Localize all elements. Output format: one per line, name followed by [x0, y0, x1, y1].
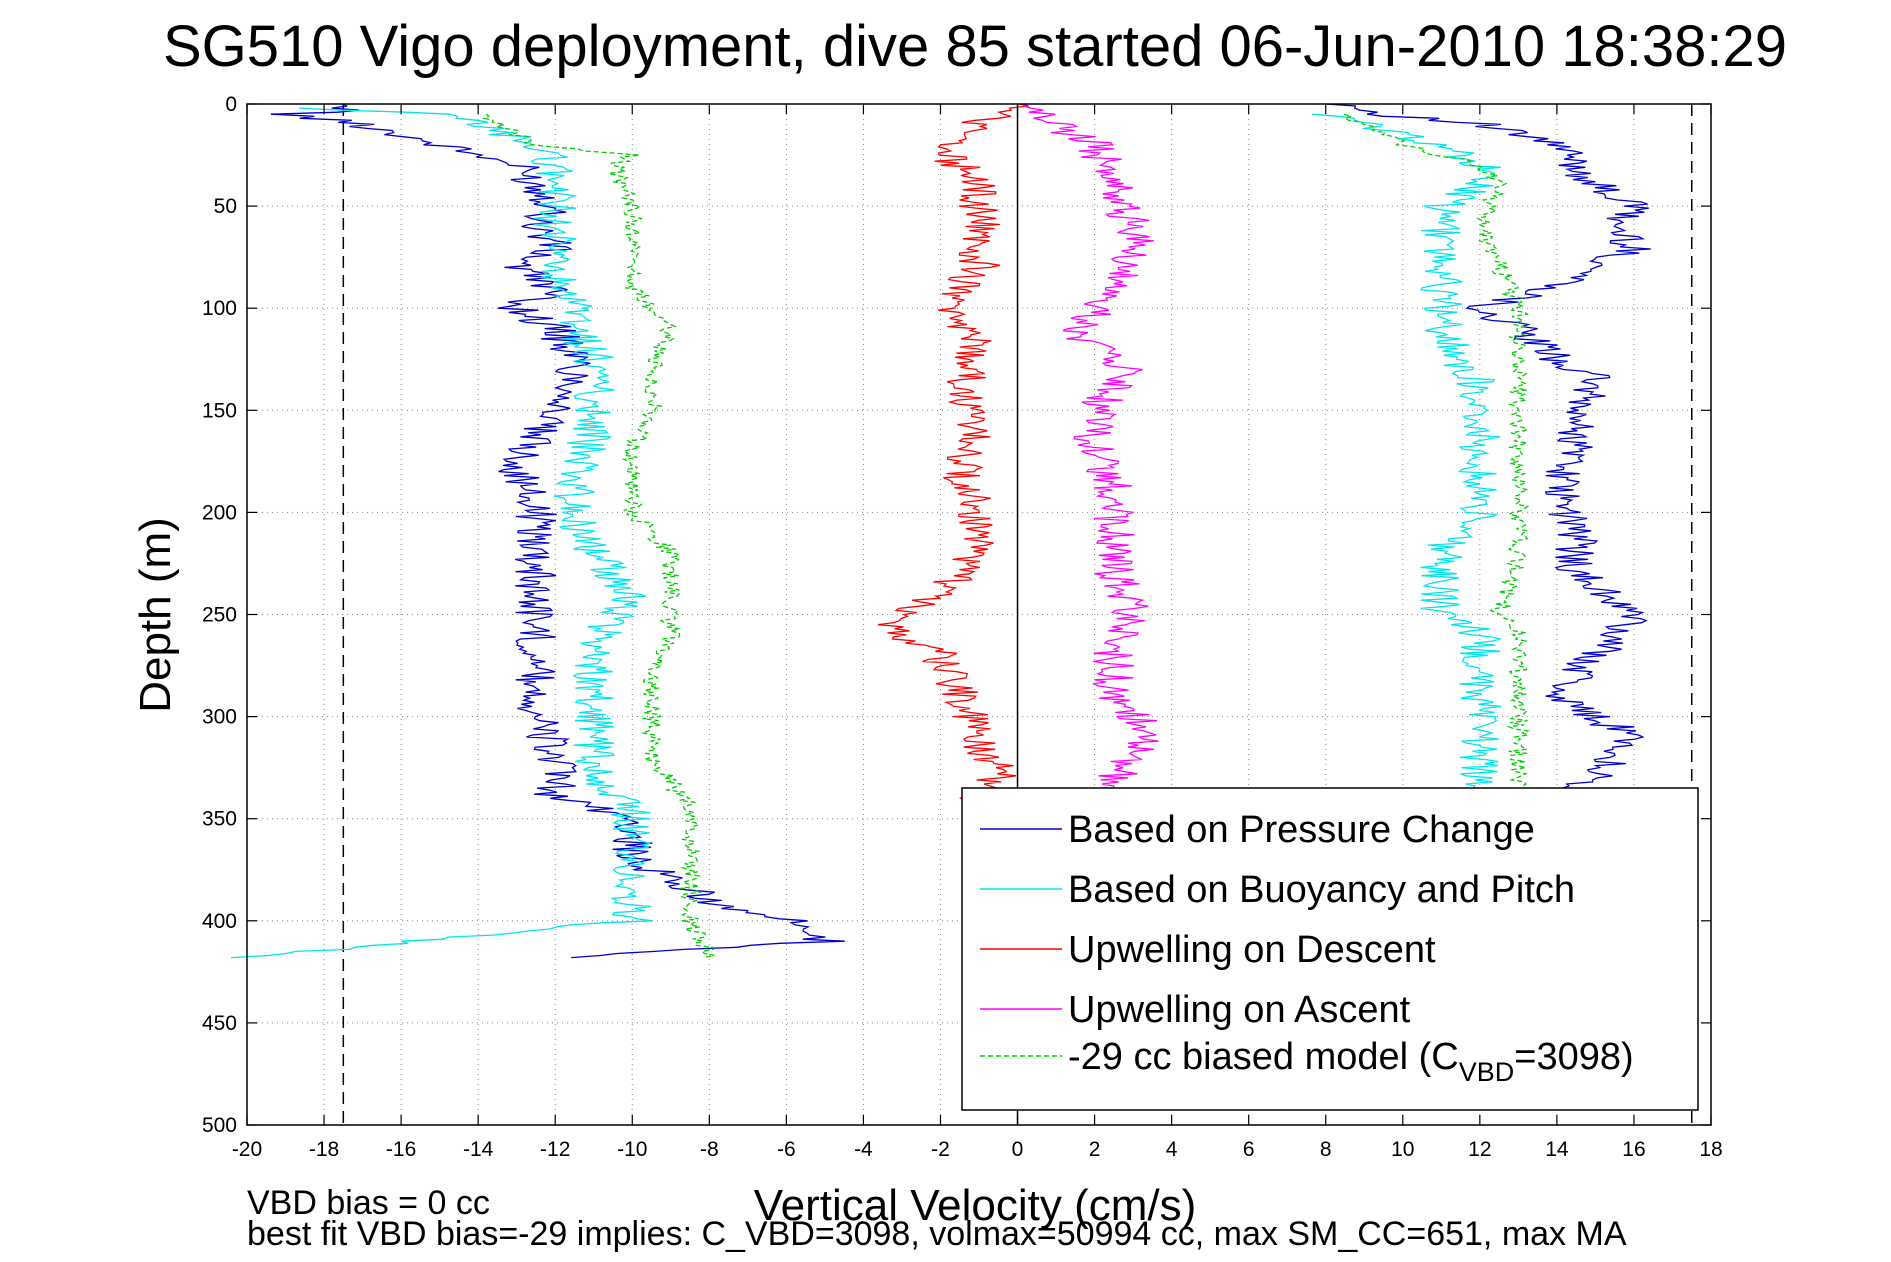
- series-line: [1326, 103, 1651, 799]
- y-tick-label: 500: [202, 1114, 237, 1137]
- x-tick-label: -4: [854, 1138, 873, 1161]
- legend-box: [961, 787, 1699, 1111]
- x-tick-label: -10: [617, 1138, 647, 1161]
- y-tick-label: 350: [202, 808, 237, 831]
- legend-label: Upwelling on Ascent: [1068, 989, 1411, 1031]
- x-tick-label: -8: [700, 1138, 719, 1161]
- annotation-best-fit: best fit VBD bias=-29 implies: C_VBD=309…: [247, 1215, 1627, 1253]
- x-tick-label: 18: [1699, 1138, 1722, 1161]
- legend-label: -29 cc biased model (CVBD=3098): [1068, 1036, 1634, 1087]
- series-line: [1312, 113, 1503, 799]
- x-tick-label: -12: [540, 1138, 570, 1161]
- x-tick-label: 12: [1468, 1138, 1491, 1161]
- y-tick-label: 50: [214, 195, 237, 218]
- y-tick-label: 200: [202, 501, 237, 524]
- series-line: [1022, 103, 1159, 799]
- y-axis-label: Depth (m): [131, 517, 180, 713]
- legend-label: Based on Pressure Change: [1068, 809, 1535, 851]
- x-tick-label: 2: [1089, 1138, 1101, 1161]
- legend-label: Based on Buoyancy and Pitch: [1068, 869, 1575, 911]
- series-line: [270, 103, 845, 959]
- x-ticks: -20 -18 -16 -14 -12 -10 -8 -6 -4 -2 0 2 4 6 8 10 12 14 16 1…: [232, 104, 1723, 1161]
- series-line: [482, 113, 715, 959]
- x-axis-label: Vertical Velocity (cm/s): [754, 1181, 1197, 1230]
- x-tick-label: -6: [777, 1138, 796, 1161]
- x-tick-label: -2: [931, 1138, 950, 1161]
- y-tick-label: 300: [202, 706, 237, 729]
- x-tick-label: 6: [1243, 1138, 1255, 1161]
- series-line: [230, 107, 653, 959]
- x-tick-label: 8: [1320, 1138, 1332, 1161]
- y-tick-label: 150: [202, 399, 237, 422]
- x-tick-label: 4: [1166, 1138, 1178, 1161]
- legend-label: Upwelling on Descent: [1068, 929, 1436, 971]
- y-tick-label: 100: [202, 297, 237, 320]
- y-tick-label: 250: [202, 604, 237, 627]
- x-tick-label: 0: [1012, 1138, 1024, 1161]
- y-tick-label: 450: [202, 1012, 237, 1035]
- series-line: [877, 103, 1029, 799]
- y-ticks: 0 50 100 150 200 250 300 350 400 450 500: [202, 93, 1711, 1137]
- annotation-vbd-bias: VBD bias = 0 cc: [247, 1184, 490, 1222]
- chart-title: SG510 Vigo deployment, dive 85 started 0…: [163, 14, 1787, 79]
- x-tick-label: -20: [232, 1138, 262, 1161]
- y-tick-label: 400: [202, 910, 237, 933]
- x-tick-label: -16: [386, 1138, 416, 1161]
- x-tick-label: -18: [309, 1138, 339, 1161]
- y-tick-label: 0: [225, 93, 237, 116]
- x-tick-label: 16: [1622, 1138, 1645, 1161]
- x-tick-label: -14: [463, 1138, 494, 1161]
- x-tick-label: 14: [1545, 1138, 1569, 1161]
- series-group: [230, 103, 1651, 959]
- x-tick-label: 10: [1391, 1138, 1414, 1161]
- series-line: [1343, 113, 1531, 799]
- legend: Based on Pressure Change Based on Buoyanc…: [961, 787, 1699, 1111]
